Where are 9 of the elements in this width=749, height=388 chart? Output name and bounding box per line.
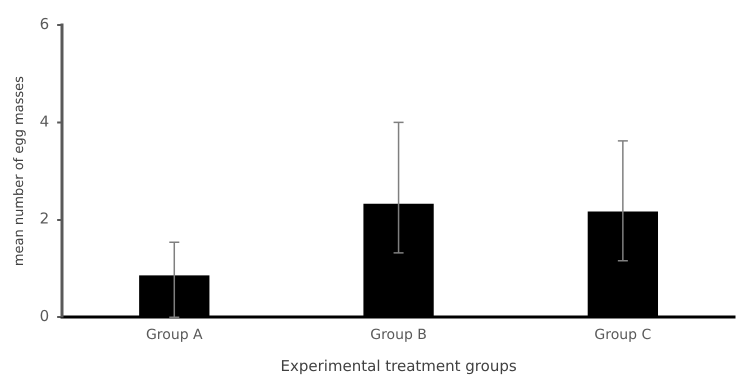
x-tick-label: Group A [146,327,204,344]
y-tick-label: 6 [40,14,50,33]
y-tick-label: 2 [40,210,50,228]
x-tick-label: Group C [594,327,652,344]
x-axis-title: Experimental treatment groups [280,356,517,375]
y-tick-label: 4 [40,112,50,130]
x-tick-label: Group B [370,327,427,344]
y-axis-title: mean number of egg masses [12,76,28,266]
y-tick-label: 0 [40,307,50,326]
